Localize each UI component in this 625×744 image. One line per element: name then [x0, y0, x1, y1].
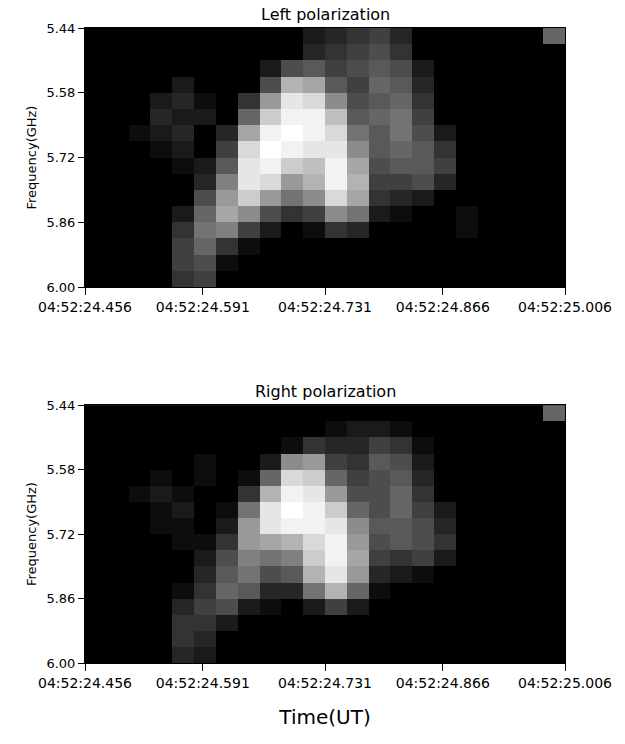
- svg-text:5.72: 5.72: [46, 150, 75, 165]
- svg-text:5.44: 5.44: [46, 398, 75, 413]
- svg-text:04:52:25.006: 04:52:25.006: [518, 299, 612, 315]
- svg-text:6.00: 6.00: [46, 656, 75, 671]
- svg-text:5.58: 5.58: [46, 462, 75, 477]
- svg-text:04:52:24.731: 04:52:24.731: [278, 299, 372, 315]
- svg-text:04:52:24.866: 04:52:24.866: [396, 675, 490, 691]
- svg-text:04:52:24.866: 04:52:24.866: [396, 299, 490, 315]
- svg-text:Left polarization: Left polarization: [261, 5, 390, 24]
- svg-text:Right polarization: Right polarization: [255, 382, 396, 401]
- svg-text:6.00: 6.00: [46, 280, 75, 295]
- svg-text:04:52:24.456: 04:52:24.456: [38, 675, 132, 691]
- svg-text:5.72: 5.72: [46, 527, 75, 542]
- svg-text:Frequency(GHz): Frequency(GHz): [24, 106, 39, 210]
- svg-text:04:52:24.731: 04:52:24.731: [278, 675, 372, 691]
- svg-text:5.86: 5.86: [46, 591, 75, 606]
- svg-text:5.44: 5.44: [46, 21, 75, 36]
- svg-text:04:52:25.006: 04:52:25.006: [518, 675, 612, 691]
- svg-text:04:52:24.591: 04:52:24.591: [156, 299, 250, 315]
- svg-text:5.58: 5.58: [46, 85, 75, 100]
- svg-text:04:52:24.591: 04:52:24.591: [156, 675, 250, 691]
- svg-text:Frequency(GHz): Frequency(GHz): [24, 482, 39, 586]
- svg-text:04:52:24.456: 04:52:24.456: [38, 299, 132, 315]
- svg-text:5.86: 5.86: [46, 215, 75, 230]
- svg-text:Time(UT): Time(UT): [278, 705, 370, 729]
